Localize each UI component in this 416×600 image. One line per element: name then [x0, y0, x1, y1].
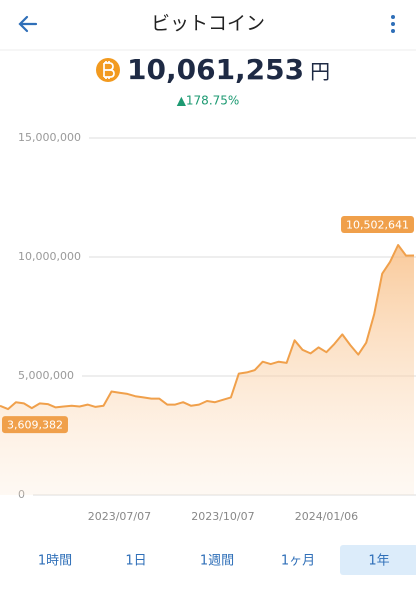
range-button[interactable]: 1ヶ月 [281, 554, 315, 569]
range-buttons: 1時間 1日 1週間 1ヶ月 1年 [38, 545, 416, 575]
y-tick-label: 15,000,000 [18, 131, 81, 144]
y-tick-label: 5,000,000 [18, 369, 74, 382]
range-button[interactable]: 1時間 [38, 554, 72, 569]
selected-range-bg [340, 545, 416, 575]
value-label-text: 3,609,382 [7, 419, 63, 432]
menu-button[interactable] [391, 15, 395, 33]
range-button[interactable]: 1年 [368, 554, 389, 569]
range-button[interactable]: 1日 [125, 554, 146, 569]
x-tick-label: 2024/01/06 [295, 510, 358, 523]
title: ビットコイン [151, 13, 265, 35]
value-label: 10,502,641 [341, 216, 414, 234]
price-line [0, 244, 415, 411]
x-tick-label: 2023/10/07 [191, 510, 254, 523]
area-fill [0, 245, 414, 495]
range-button[interactable]: 1週間 [200, 554, 234, 569]
value-label: 3,609,382 [2, 416, 68, 434]
y-tick-label: 10,000,000 [18, 250, 81, 263]
value-label-text: 10,502,641 [346, 219, 409, 232]
price-unit: 円 [310, 60, 330, 84]
bitcoin-icon [96, 58, 120, 82]
value-label-box [341, 216, 414, 234]
chart: 05,000,00010,000,00015,000,0002023/07/07… [0, 131, 416, 523]
value-label-box [2, 416, 68, 434]
header-bar [0, 0, 416, 50]
price: 10,061,253 [127, 53, 304, 86]
x-tick-label: 2023/07/07 [88, 510, 151, 523]
price-change: ▲178.75% [177, 94, 240, 108]
back-button[interactable] [18, 15, 38, 33]
